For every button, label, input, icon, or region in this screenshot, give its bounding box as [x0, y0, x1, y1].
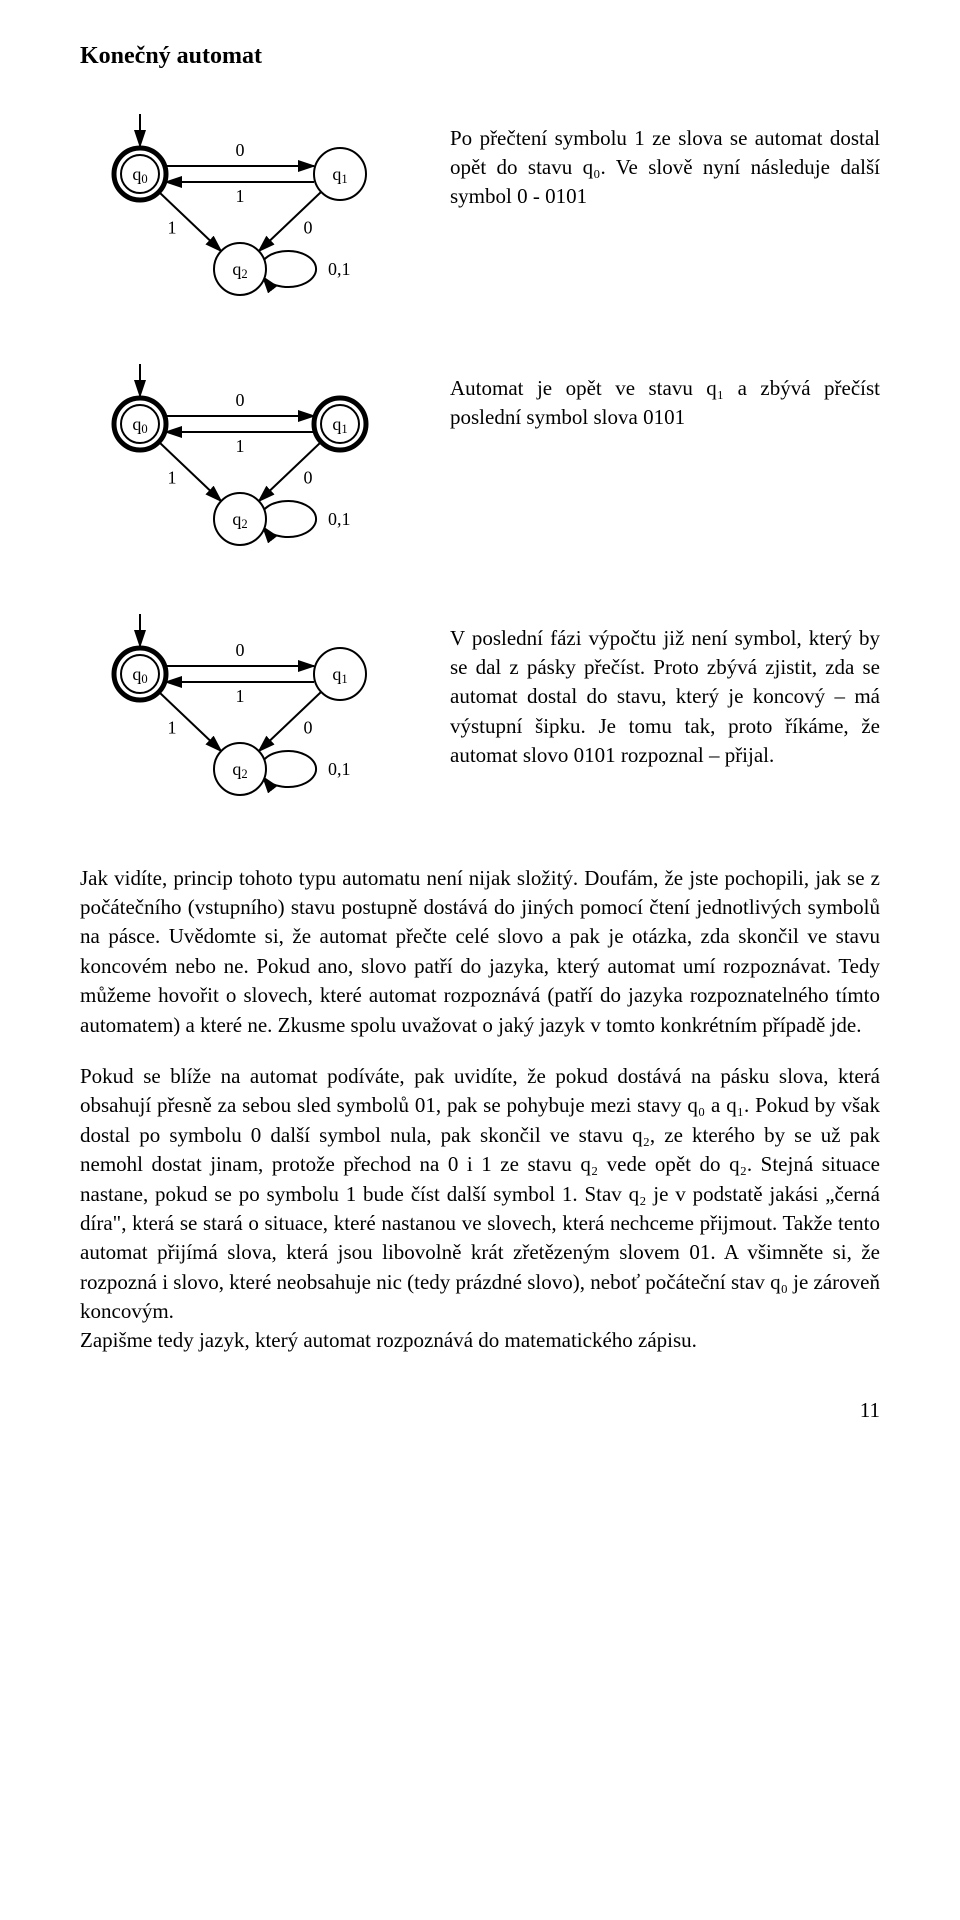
diagram-3-description: V poslední fázi výpočtu již není symbol,…	[450, 614, 880, 771]
svg-text:0: 0	[236, 390, 245, 410]
svg-text:0: 0	[304, 467, 313, 487]
automaton-diagram-1: 01100,1q0q1q2	[80, 114, 430, 334]
svg-text:0,1: 0,1	[328, 759, 351, 779]
page-title: Konečný automat	[80, 40, 880, 74]
body-paragraph-1: Jak vidíte, princip tohoto typu automatu…	[80, 864, 880, 1040]
diagram-row-2: 01100,1q0q1q2 Automat je opět ve stavu q…	[80, 364, 880, 584]
svg-text:1: 1	[168, 467, 177, 487]
body-paragraph-2: Pokud se blíže na automat podíváte, pak …	[80, 1062, 880, 1356]
automaton-diagram-2: 01100,1q0q1q2	[80, 364, 430, 584]
diagram-row-1: 01100,1q0q1q2 Po přečtení symbolu 1 ze s…	[80, 114, 880, 334]
svg-text:1: 1	[168, 717, 177, 737]
svg-text:0,1: 0,1	[328, 509, 351, 529]
diagram-row-3: 01100,1q0q1q2 V poslední fázi výpočtu ji…	[80, 614, 880, 834]
svg-text:0: 0	[236, 640, 245, 660]
automaton-diagram-3: 01100,1q0q1q2	[80, 614, 430, 834]
diagram-1-description: Po přečtení symbolu 1 ze slova se automa…	[450, 114, 880, 212]
page-number: 11	[80, 1396, 880, 1425]
svg-text:0: 0	[304, 717, 313, 737]
svg-text:1: 1	[236, 436, 245, 456]
svg-text:0: 0	[236, 140, 245, 160]
svg-text:1: 1	[168, 217, 177, 237]
diagram-2-description: Automat je opět ve stavu q₁ a zbývá přeč…	[450, 364, 880, 433]
svg-text:1: 1	[236, 686, 245, 706]
svg-text:1: 1	[236, 186, 245, 206]
svg-text:0: 0	[304, 217, 313, 237]
svg-text:0,1: 0,1	[328, 259, 351, 279]
